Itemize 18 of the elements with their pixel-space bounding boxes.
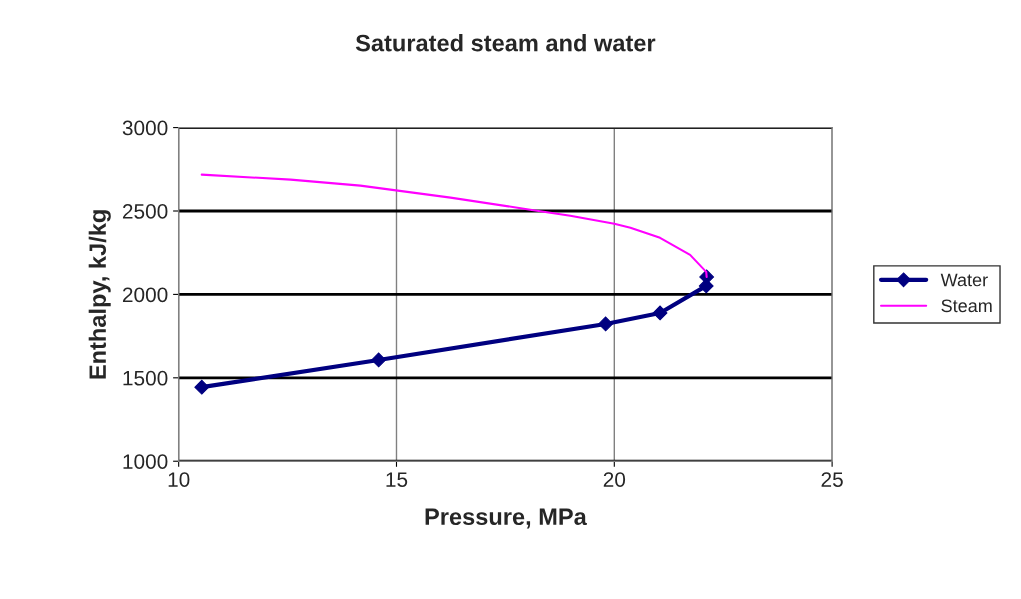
point: [371, 352, 387, 368]
legend-label: Steam: [941, 299, 992, 313]
y-tick-label: 2500: [122, 204, 168, 219]
y-tick-label: 3000: [122, 120, 168, 136]
chart-title: Saturated steam and water: [355, 34, 656, 52]
x-axis-title: Pressure, MPa: [425, 508, 587, 529]
x-tick-label: 20: [603, 472, 626, 487]
y-tick-label: 1500: [123, 370, 168, 386]
point: [652, 305, 668, 321]
x-tick-label: 10: [168, 472, 190, 487]
point: [194, 379, 210, 395]
y-axis-title: Enthalpy, kJ/kg: [88, 210, 111, 379]
point: [598, 316, 613, 332]
y-tick-label: 2000: [122, 287, 168, 303]
legend-label: Water: [940, 273, 988, 287]
x-tick-label: 25: [821, 472, 843, 487]
y-tick-label: 1000: [123, 454, 168, 469]
x-tick-label: 15: [386, 472, 408, 487]
